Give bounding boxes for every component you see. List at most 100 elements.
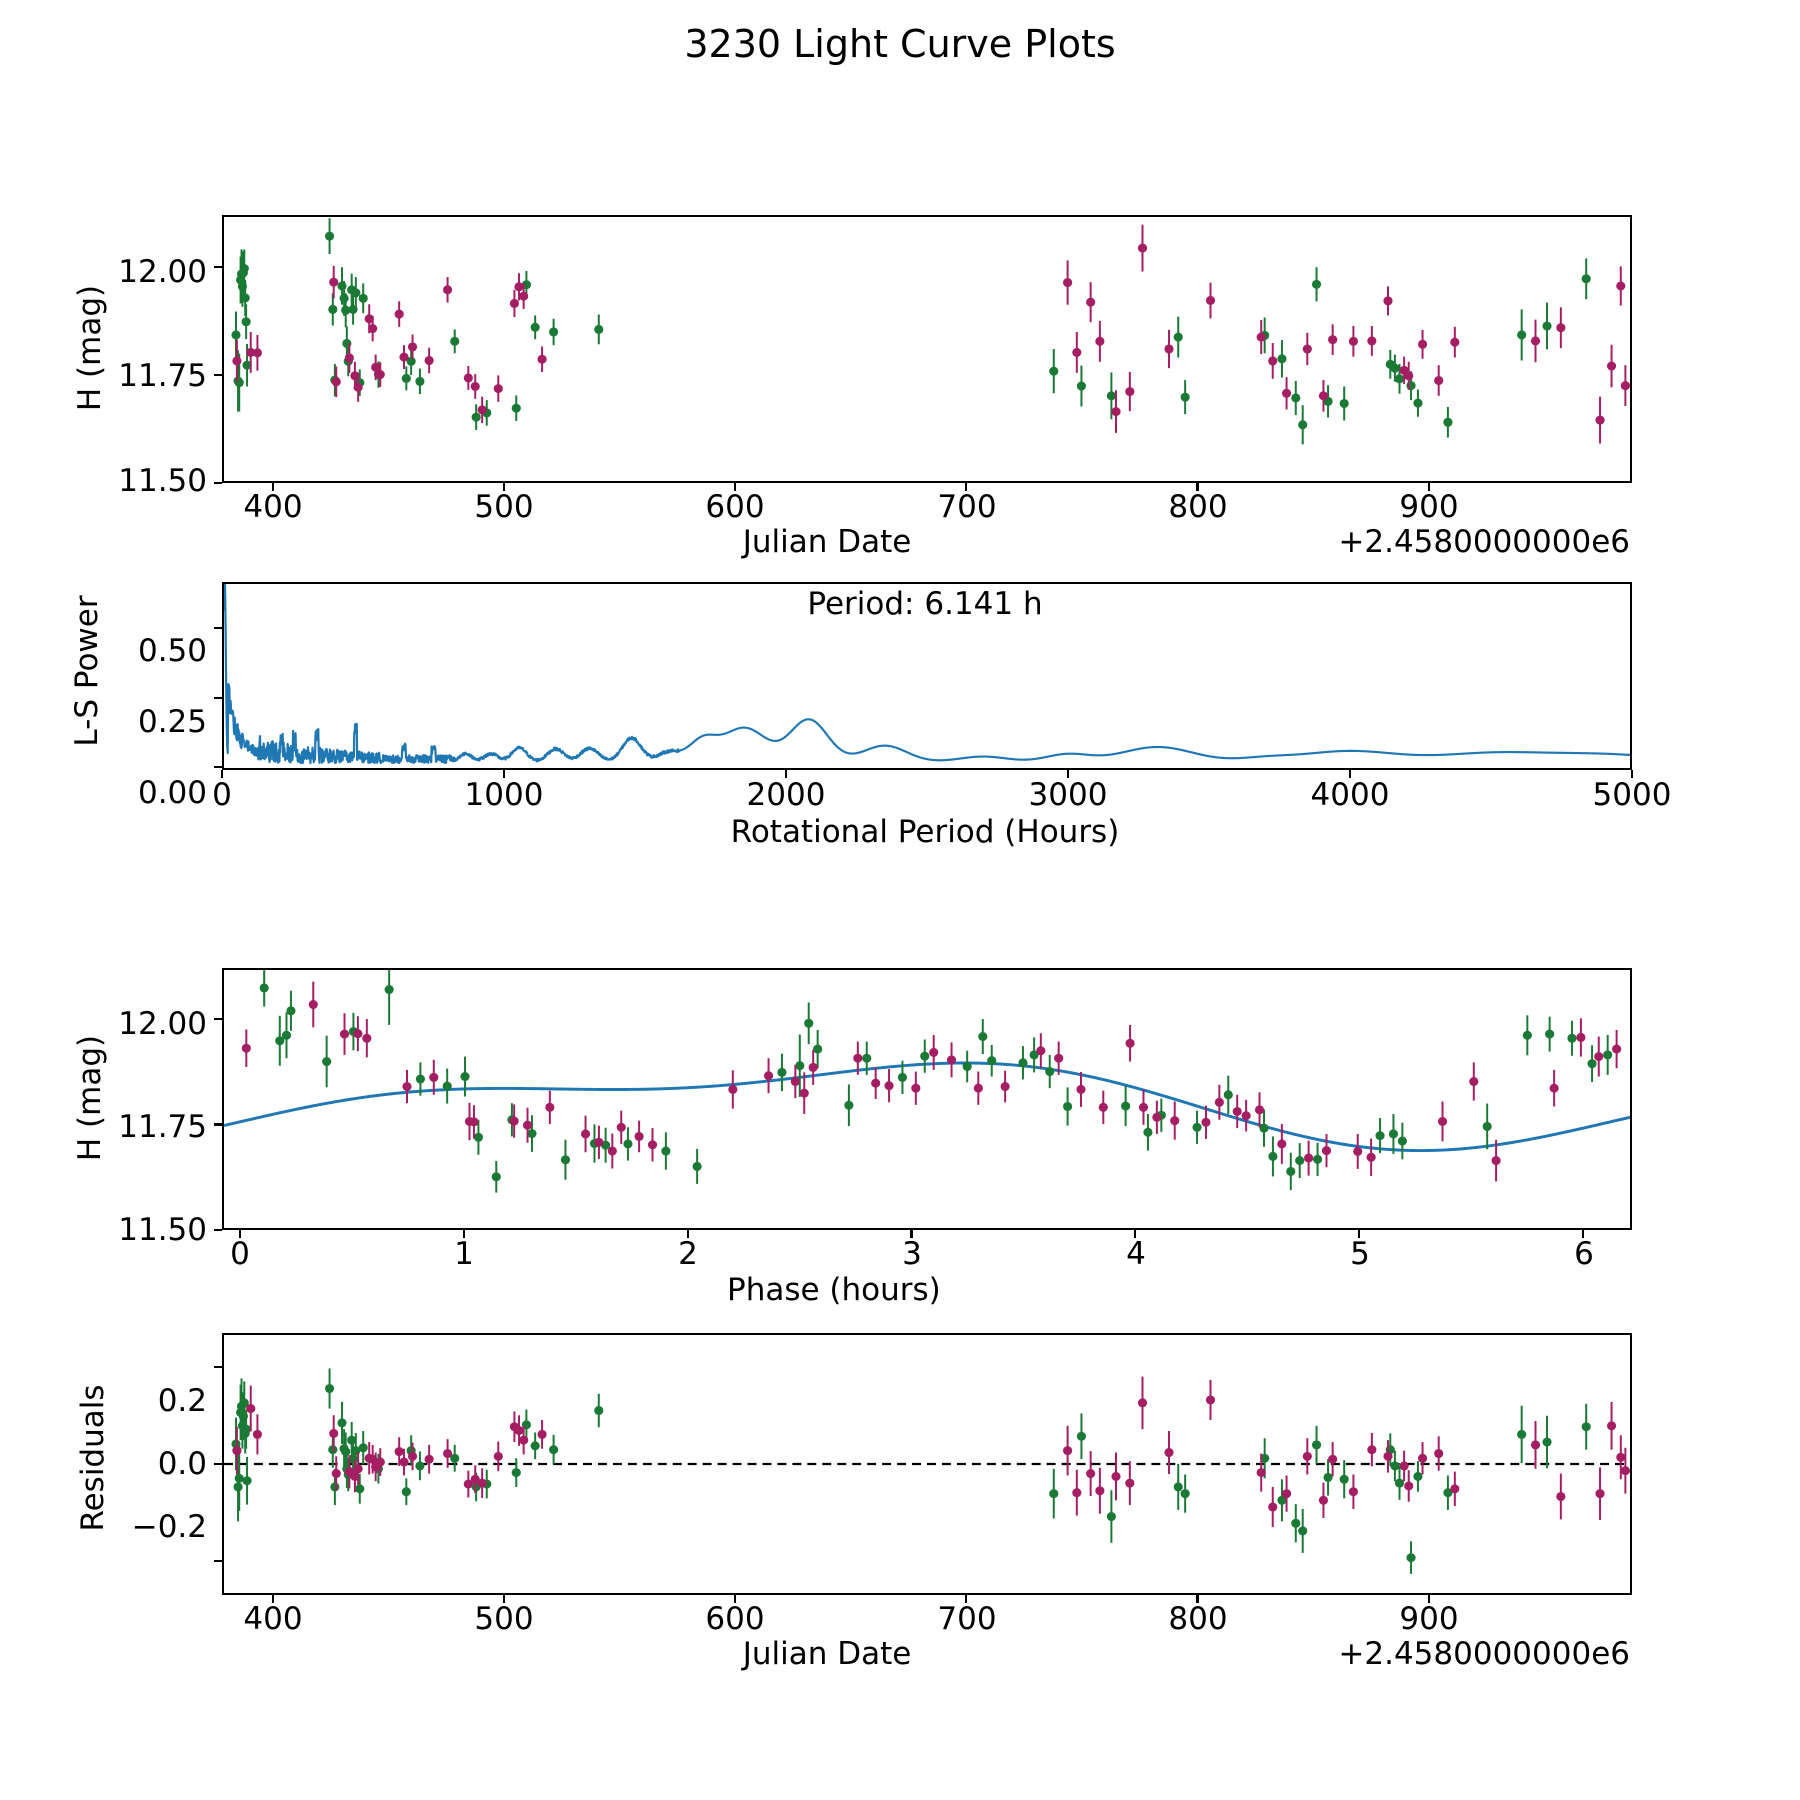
phased-light-curve-plot-area [224, 970, 1630, 1193]
phased-ytick: 11.75 [118, 1109, 207, 1145]
light-curve-xtick: 700 [937, 489, 997, 525]
x-tick-mark [238, 1230, 242, 1238]
phased-xtick: 1 [454, 1236, 474, 1272]
phased-xtick: 4 [1126, 1236, 1146, 1272]
series-magenta [232, 224, 1630, 444]
periodogram-xtick: 4000 [1310, 777, 1390, 813]
x-tick-mark [965, 483, 968, 491]
periodogram-plot-area [224, 584, 1630, 765]
periodogram-xtick: 1000 [464, 777, 544, 813]
residuals-xtick: 500 [474, 1601, 534, 1637]
x-tick-mark [1427, 1595, 1430, 1603]
x-tick-mark [271, 1595, 275, 1603]
periodogram-xtick: 0 [212, 777, 232, 813]
x-tick-mark [1067, 770, 1070, 778]
light-curve-xtick: 400 [243, 489, 303, 525]
residuals-xtick: 700 [937, 1601, 997, 1637]
light-curve-ytick: 11.75 [118, 358, 207, 394]
x-tick-mark [1196, 1595, 1199, 1603]
x-tick-mark [1427, 483, 1430, 491]
residuals-x-offset: +2.4580000000e6 [1338, 1636, 1630, 1672]
y-tick-mark [214, 626, 222, 630]
series-magenta [241, 981, 1622, 1182]
periodogram-xtick: 2000 [746, 777, 826, 813]
periodogram-xtick: 3000 [1028, 777, 1108, 813]
x-tick-mark [503, 1595, 506, 1603]
x-tick-mark [734, 483, 737, 491]
x-tick-mark [462, 1230, 465, 1238]
x-tick-mark [910, 1230, 913, 1238]
period-annotation: Period: 6.141 h [807, 586, 1043, 622]
periodogram-ytick: 0.50 [137, 633, 207, 669]
light-curve-xtick: 900 [1399, 489, 1459, 525]
x-tick-mark [221, 770, 224, 778]
x-tick-mark [785, 770, 788, 778]
x-tick-mark [271, 483, 275, 491]
residuals-axes[interactable] [222, 1333, 1632, 1595]
y-tick-mark [214, 373, 222, 377]
phased-xtick: 0 [230, 1236, 250, 1272]
periodogram-ytick: 0.00 [137, 775, 207, 811]
figure-title: 3230 Light Curve Plots [684, 22, 1116, 66]
x-tick-mark [1357, 1230, 1361, 1238]
x-tick-mark [1581, 1230, 1584, 1238]
periodogram-xlabel: Rotational Period (Hours) [730, 814, 1120, 850]
y-tick-mark [214, 1229, 222, 1232]
periodogram-axes[interactable] [222, 582, 1632, 770]
series-green [231, 218, 1591, 445]
y-tick-mark [214, 1560, 222, 1563]
y-tick-mark [214, 1463, 222, 1466]
phased-xtick: 6 [1574, 1236, 1594, 1272]
light-curve-xtick: 500 [474, 489, 534, 525]
residuals-ytick: 0.2 [157, 1383, 207, 1419]
fourier-model-curve [224, 1061, 1630, 1153]
x-tick-mark [686, 1230, 689, 1238]
residuals-xlabel: Julian Date [742, 1636, 912, 1672]
light-curve-xlabel: Julian Date [742, 524, 912, 560]
x-tick-mark [965, 1595, 968, 1603]
light-curve-axes[interactable] [222, 215, 1632, 483]
light-curve-xtick: 800 [1168, 489, 1228, 525]
residuals-xtick: 600 [705, 1601, 765, 1637]
residuals-plot-area [224, 1368, 1630, 1574]
light-curve-ytick: 11.50 [118, 463, 207, 499]
phased-xtick: 5 [1350, 1236, 1370, 1272]
residuals-xtick: 400 [243, 1601, 303, 1637]
y-tick-mark [214, 482, 222, 485]
residuals-xtick: 800 [1168, 1601, 1228, 1637]
phased-xtick: 3 [902, 1236, 922, 1272]
periodogram-xtick: 5000 [1592, 777, 1672, 813]
x-tick-mark [503, 770, 506, 778]
y-tick-mark [214, 1017, 222, 1020]
phased-ytick: 12.00 [118, 1006, 207, 1042]
x-tick-mark [1349, 770, 1352, 778]
periodogram-ytick: 0.25 [137, 704, 207, 740]
light-curve-plot-area [231, 218, 1630, 445]
phased-xlabel: Phase (hours) [727, 1272, 941, 1308]
residuals-ytick: −0.2 [131, 1509, 207, 1545]
phased-light-curve-axes[interactable] [222, 968, 1632, 1230]
phased-xtick: 2 [678, 1236, 698, 1272]
y-tick-mark [214, 1123, 222, 1126]
series-magenta [232, 1376, 1630, 1528]
y-tick-mark [214, 696, 222, 699]
residuals-ytick: 0.0 [157, 1446, 207, 1482]
series-green [231, 1368, 1591, 1574]
x-tick-mark [503, 483, 506, 491]
phased-ytick: 11.50 [118, 1212, 207, 1248]
x-tick-mark [1134, 1230, 1137, 1238]
y-tick-mark [214, 766, 222, 769]
y-tick-mark [214, 265, 222, 269]
light-curve-ytick: 12.00 [118, 254, 207, 290]
residuals-xtick: 900 [1399, 1601, 1459, 1637]
light-curve-x-offset: +2.4580000000e6 [1338, 524, 1630, 560]
light-curve-xtick: 600 [705, 489, 765, 525]
y-tick-mark [214, 1365, 222, 1369]
x-tick-mark [1196, 483, 1199, 491]
x-tick-mark [1631, 770, 1634, 778]
